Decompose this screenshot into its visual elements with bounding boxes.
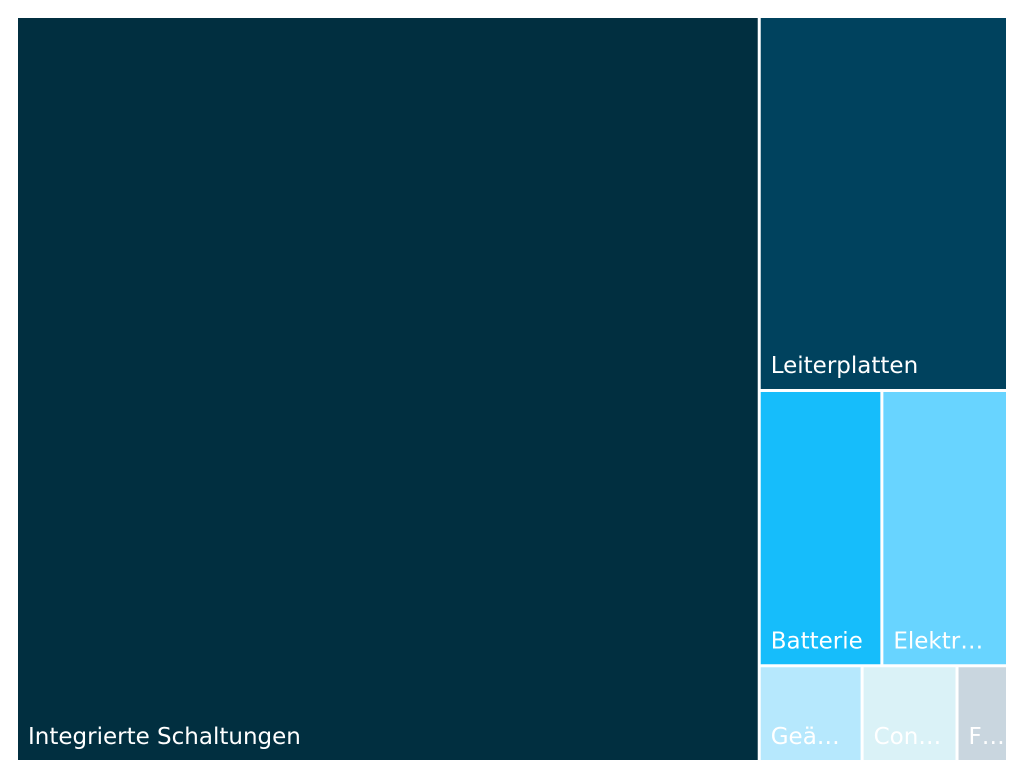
tile-label-gea: Geä…: [771, 724, 840, 750]
tile-elektr[interactable]: [883, 391, 1006, 665]
tile-gea[interactable]: [760, 667, 861, 760]
tile-label-integrierte-schaltungen: Integrierte Schaltungen: [28, 724, 301, 750]
tile-con[interactable]: [863, 667, 956, 760]
treemap-tiles: Integrierte Schaltungen Leiterplatten Batt…: [18, 18, 1006, 760]
tile-integrierte-schaltungen[interactable]: [18, 18, 758, 760]
tile-label-f: F…: [969, 724, 1005, 750]
tile-leiterplatten[interactable]: [760, 18, 1006, 389]
tile-batterie[interactable]: [760, 391, 881, 665]
tile-f[interactable]: [958, 667, 1006, 760]
tile-label-elektr: Elektr…: [893, 628, 983, 654]
tile-label-con: Con…: [874, 724, 942, 750]
tile-label-leiterplatten: Leiterplatten: [771, 353, 918, 379]
tile-label-batterie: Batterie: [771, 628, 863, 654]
